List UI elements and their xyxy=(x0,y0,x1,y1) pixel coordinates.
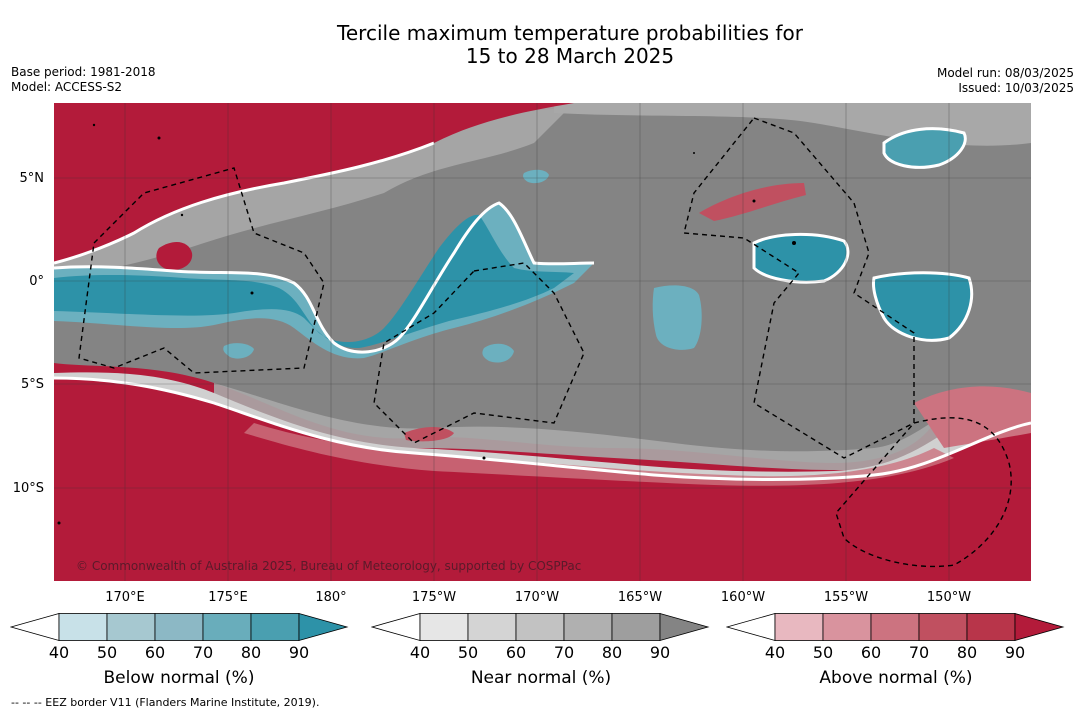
colorbar-segment xyxy=(106,613,156,641)
tick: 40 xyxy=(764,643,786,662)
tick: 50 xyxy=(457,643,479,662)
tick: 60 xyxy=(505,643,527,662)
lon-label: 175°E xyxy=(208,590,248,605)
colorbar-extend-low xyxy=(371,613,421,642)
above-normal-patch-2 xyxy=(699,183,806,221)
tick: 60 xyxy=(860,643,882,662)
lon-label: 170°E xyxy=(105,590,145,605)
above-normal-patch-1 xyxy=(156,241,193,271)
colorbar-extend-high xyxy=(659,613,710,642)
tick: 80 xyxy=(240,643,262,662)
colorbar-label-above: Above normal (%) xyxy=(819,668,973,688)
tick: 40 xyxy=(48,643,70,662)
issued-date: Issued: 10/03/2025 xyxy=(958,81,1074,95)
below-normal-east-3 xyxy=(652,285,702,350)
colorbar-segments xyxy=(371,613,710,642)
colorbar-segment xyxy=(202,613,252,641)
tick: 70 xyxy=(908,643,930,662)
above-normal-south-light xyxy=(244,423,954,486)
colorbar-below xyxy=(10,613,349,642)
map-canvas xyxy=(54,103,1031,581)
contour-lines xyxy=(54,127,1031,481)
near-normal-mid xyxy=(54,103,574,278)
above-normal-patch-3 xyxy=(404,427,454,442)
islands xyxy=(57,123,796,525)
tick: 50 xyxy=(96,643,118,662)
colorbar-extend-low xyxy=(726,613,776,642)
title-line-2: 15 to 28 March 2025 xyxy=(465,44,675,68)
lon-label: 165°W xyxy=(617,590,663,605)
above-normal-north xyxy=(54,103,574,263)
lon-label: 150°W xyxy=(926,590,972,605)
colorbar-segment xyxy=(467,613,517,641)
colorbar-segment xyxy=(563,613,613,641)
lon-label: 170°W xyxy=(514,590,560,605)
colorbar-label-below: Below normal (%) xyxy=(103,668,255,688)
colorbar-above xyxy=(726,613,1065,642)
colorbar-segment xyxy=(870,613,920,641)
colorbar-segment xyxy=(58,613,108,641)
below-normal-ne xyxy=(884,128,966,168)
below-normal-central-outer xyxy=(54,203,594,359)
probability-map xyxy=(54,103,1031,581)
colorbar-label-near: Near normal (%) xyxy=(470,668,612,688)
near-normal-mid-2 xyxy=(214,383,1031,471)
below-normal-small-3 xyxy=(523,169,549,184)
lon-label: 155°W xyxy=(823,590,869,605)
colorbar-extend-high xyxy=(1014,613,1065,642)
copyright-notice: © Commonwealth of Australia 2025, Bureau… xyxy=(76,559,582,573)
colorbar-segment xyxy=(419,613,469,641)
meta-left: Base period: 1981-2018 Model: ACCESS-S2 xyxy=(11,65,156,95)
model-name: Model: ACCESS-S2 xyxy=(11,80,123,94)
near-normal-light xyxy=(54,372,1031,483)
tick: 60 xyxy=(144,643,166,662)
meta-right: Model run: 08/03/2025 Issued: 10/03/2025 xyxy=(937,66,1074,96)
colorbar-segment xyxy=(515,613,565,641)
lon-label: 160°W xyxy=(720,590,766,605)
tick: 40 xyxy=(409,643,431,662)
colorbar-extend-low xyxy=(10,613,60,642)
colorbar-segments xyxy=(726,613,1065,642)
tick: 70 xyxy=(192,643,214,662)
colorbar-segment xyxy=(966,613,1016,641)
lat-label-5n: 5°N xyxy=(19,171,45,186)
eez-borders xyxy=(78,117,1012,568)
colorbar-segment xyxy=(918,613,968,641)
lon-label: 180° xyxy=(315,590,347,605)
above-normal-south xyxy=(54,378,1031,581)
tick: 80 xyxy=(601,643,623,662)
below-normal-east-1 xyxy=(754,234,848,283)
colorbar-segment xyxy=(250,613,300,641)
colorbar-extend-high xyxy=(298,613,349,642)
lon-label: 175°W xyxy=(411,590,457,605)
colorbar-segment xyxy=(774,613,824,641)
model-run: Model run: 08/03/2025 xyxy=(936,66,1074,80)
title-line-1: Tercile maximum temperature probabilitie… xyxy=(337,21,803,45)
tick: 70 xyxy=(553,643,575,662)
colorbar-near xyxy=(371,613,710,642)
tick: 90 xyxy=(649,643,671,662)
below-normal-central xyxy=(54,214,574,349)
below-normal-small-1 xyxy=(482,343,514,363)
colorbar-segment xyxy=(822,613,872,641)
colorbar-segments xyxy=(10,613,349,642)
eez-legend-note: -- -- -- EEZ border V11 (Flanders Marine… xyxy=(11,696,320,709)
base-period: Base period: 1981-2018 xyxy=(11,65,156,79)
map-title: Tercile maximum temperature probabilitie… xyxy=(0,22,1085,68)
lat-label-5s: 5°S xyxy=(20,377,44,392)
tick: 90 xyxy=(288,643,310,662)
lat-label-0: 0° xyxy=(29,274,44,289)
tick: 90 xyxy=(1004,643,1026,662)
lat-label-10s: 10°S xyxy=(12,481,44,496)
tick: 50 xyxy=(812,643,834,662)
colorbar-segment xyxy=(611,613,661,641)
tick: 80 xyxy=(956,643,978,662)
below-normal-small-2 xyxy=(223,343,254,359)
colorbar-segment xyxy=(154,613,204,641)
below-normal-east-2 xyxy=(873,272,972,341)
